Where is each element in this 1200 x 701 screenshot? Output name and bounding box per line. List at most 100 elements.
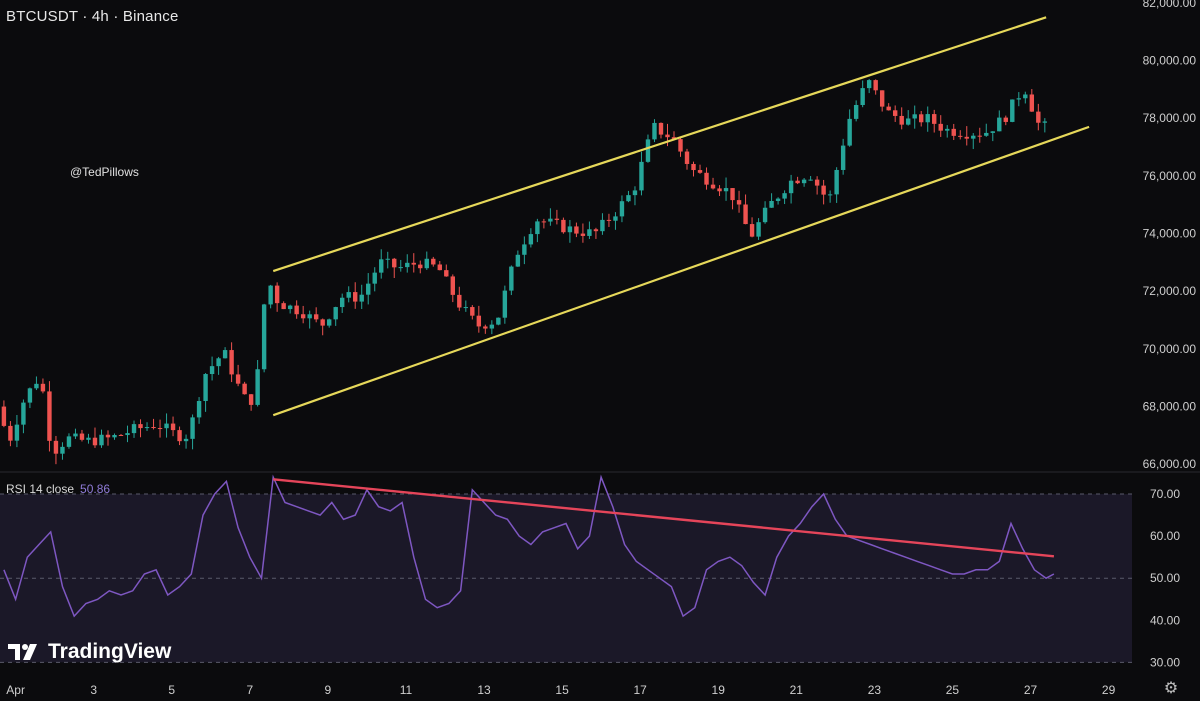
- tradingview-logo[interactable]: TradingView: [8, 640, 171, 664]
- candle-body: [287, 305, 293, 310]
- candle-body: [1010, 99, 1015, 122]
- candle-body: [385, 258, 390, 260]
- candle-body: [183, 438, 189, 442]
- candle-body: [196, 401, 202, 418]
- candle-body: [535, 221, 540, 235]
- candle-body: [463, 307, 469, 309]
- rsi-pane: [0, 474, 1132, 663]
- candle-body: [502, 290, 508, 318]
- price-tick-label: 76,000.00: [1143, 169, 1197, 183]
- candle-body: [366, 283, 371, 295]
- candle-body: [788, 180, 794, 194]
- time-tick-label: 19: [712, 683, 726, 697]
- candle-body: [138, 424, 143, 429]
- candle-body: [919, 114, 924, 123]
- candle-body: [736, 200, 742, 205]
- candle-body: [496, 317, 501, 325]
- candle-body: [684, 151, 690, 164]
- price-tick-label: 68,000.00: [1143, 400, 1197, 414]
- candle-body: [353, 292, 358, 302]
- candle-body: [652, 122, 657, 140]
- candle-body: [639, 161, 644, 191]
- candle-body: [821, 185, 826, 195]
- candle-body: [483, 326, 488, 329]
- candle-body: [47, 391, 52, 441]
- candle-body: [118, 434, 124, 436]
- candle-body: [1016, 98, 1021, 100]
- candle-body: [808, 179, 813, 181]
- price-tick-label: 78,000.00: [1143, 111, 1197, 125]
- candle-body: [274, 285, 280, 304]
- candle-body: [866, 80, 872, 89]
- candle-body: [307, 314, 312, 319]
- rsi-legend[interactable]: RSI 14 close 50.86: [6, 482, 110, 496]
- price-tick-label: 72,000.00: [1143, 284, 1197, 298]
- candle-body: [300, 314, 306, 319]
- candle-body: [743, 204, 748, 225]
- candle-body: [346, 292, 351, 298]
- candle-body: [489, 324, 495, 329]
- candle-body: [613, 216, 618, 221]
- candle-body: [600, 219, 605, 232]
- candle-body: [144, 427, 150, 429]
- candle-body: [626, 195, 631, 202]
- candle-body: [248, 394, 254, 405]
- candle-body: [665, 134, 670, 138]
- candle-body: [769, 200, 774, 208]
- candle-body: [574, 226, 579, 234]
- candle-body: [951, 128, 956, 136]
- rsi-value: 50.86: [80, 482, 111, 496]
- candle-body: [541, 221, 547, 223]
- candle-body: [424, 258, 429, 269]
- candle-body: [333, 307, 338, 320]
- candle-body: [398, 267, 403, 269]
- candle-body: [164, 423, 169, 429]
- rsi-label: RSI 14 close: [6, 482, 75, 496]
- gear-icon[interactable]: ⚙: [1163, 680, 1179, 697]
- symbol-title[interactable]: BTCUSDT · 4h · Binance: [6, 8, 179, 25]
- candle-body: [476, 315, 482, 327]
- candle-body: [229, 350, 234, 375]
- channel-line-upper[interactable]: [272, 16, 1047, 273]
- tradingview-logo-icon: [8, 644, 37, 660]
- candle-body: [268, 285, 273, 305]
- candle-body: [411, 262, 416, 265]
- candle-body: [53, 440, 59, 454]
- candle-body: [242, 383, 247, 395]
- rsi-band: [0, 494, 1132, 663]
- candle-body: [827, 194, 833, 196]
- candle-body: [730, 188, 735, 201]
- candle-body: [359, 294, 364, 302]
- candle-body: [879, 90, 885, 107]
- time-tick-label: 27: [1024, 683, 1038, 697]
- candle-body: [717, 188, 722, 192]
- candle-body: [704, 172, 709, 185]
- rsi-axis[interactable]: 30.00 40.00 50.00 60.00 70.00: [1150, 487, 1180, 669]
- candle-body: [658, 122, 664, 135]
- channel-line-lower[interactable]: [272, 125, 1090, 417]
- candle-body: [886, 106, 891, 111]
- candle-body: [749, 224, 755, 237]
- time-tick-label: 17: [633, 683, 647, 697]
- candle-body: [1, 406, 7, 426]
- rsi-trendline[interactable]: [273, 478, 1055, 558]
- price-axis[interactable]: 66,000.00 68,000.00 70,000.00 72,000.00 74,0…: [1143, 0, 1197, 471]
- time-tick-label: 23: [868, 683, 882, 697]
- tradingview-wordmark: TradingView: [48, 640, 172, 663]
- time-axis[interactable]: Apr 3 5 7 9 11 13 15 17 19 21 23 25 27 29: [6, 683, 1115, 697]
- candle-body: [938, 123, 943, 131]
- candle-body: [814, 179, 820, 186]
- candle-body: [60, 446, 65, 454]
- time-tick-label: 15: [555, 683, 569, 697]
- candle-body: [222, 350, 228, 359]
- candle-body: [932, 114, 937, 124]
- candle-body: [892, 110, 898, 116]
- time-tick-label: 9: [325, 683, 332, 697]
- candle-body: [112, 434, 117, 438]
- candle-body: [873, 80, 878, 91]
- candle-body: [567, 226, 573, 233]
- candle-body: [255, 369, 260, 405]
- candle-body: [671, 137, 677, 140]
- candle-body: [379, 259, 384, 273]
